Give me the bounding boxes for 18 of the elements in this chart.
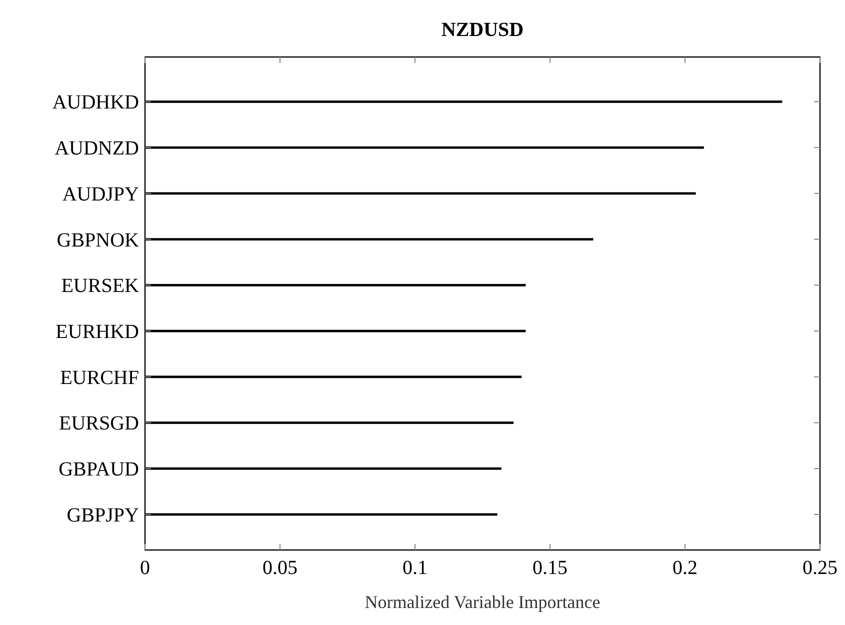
- x-axis-title: Normalized Variable Importance: [364, 592, 600, 612]
- x-tick-label: 0.15: [532, 557, 568, 579]
- x-tick-label: 0: [140, 557, 150, 579]
- x-tick-label: 0.25: [802, 557, 838, 579]
- x-tick-label: 0.1: [402, 557, 428, 579]
- x-tick-label: 0.2: [672, 557, 698, 579]
- y-tick-label: AUDJPY: [62, 183, 139, 206]
- x-tick-label: 0.05: [262, 557, 298, 579]
- y-tick-label: GBPNOK: [56, 229, 140, 252]
- y-tick-label: AUDHKD: [52, 92, 139, 114]
- y-tick-label: GBPJPY: [66, 504, 139, 526]
- y-tick-label: EURHKD: [56, 321, 139, 344]
- y-tick-label: EURSGD: [58, 412, 139, 435]
- y-tick-label: AUDNZD: [54, 138, 139, 160]
- y-tick-label: EURSEK: [61, 275, 140, 298]
- chart-title: NZDUSD: [441, 19, 524, 41]
- y-tick-label: GBPAUD: [58, 458, 139, 481]
- y-tick-label: EURCHF: [60, 366, 139, 389]
